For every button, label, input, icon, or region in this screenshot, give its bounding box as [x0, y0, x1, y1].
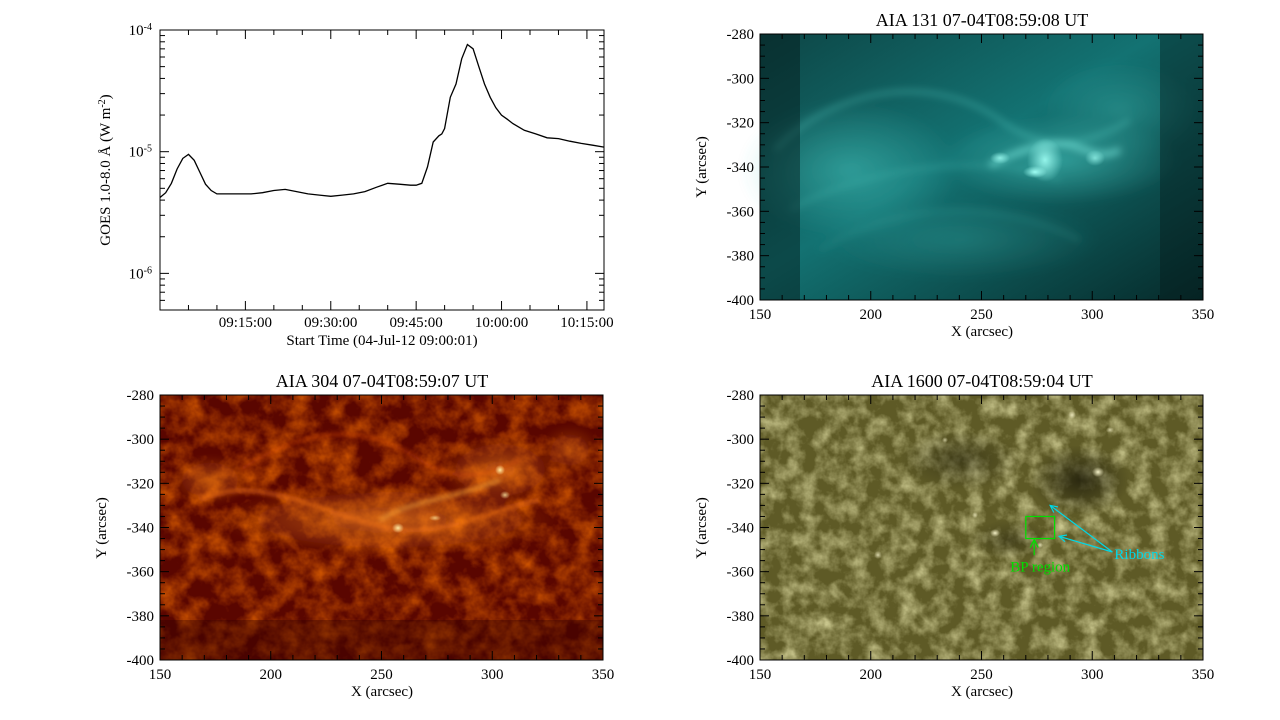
goes-flux-line [159, 43, 605, 198]
aia131-y-tick-label: -340 [727, 160, 755, 176]
aia304-y-tick-label: -340 [127, 521, 155, 537]
aia131-y-tick-label: -360 [727, 204, 755, 220]
aia1600-y-tick-label: -400 [727, 653, 755, 669]
aia131-x-tick-label: 200 [860, 307, 883, 323]
goes-y-tick-label: 10-6 [129, 265, 152, 283]
bp-region-arrowhead [1029, 538, 1039, 548]
goes-plot-frame [159, 29, 605, 311]
goes-y-tick-label: 10-4 [129, 22, 152, 40]
aia131-x-tick-label: 300 [1081, 307, 1104, 323]
goes-x-axis-label: Start Time (04-Jul-12 09:00:01) [286, 333, 477, 349]
aia131-title: AIA 131 07-04T08:59:08 UT [876, 10, 1088, 30]
aia304-y-tick-label: -280 [127, 388, 155, 404]
bp-region-label: BP region [1010, 559, 1070, 575]
aia131-x-axis-label: X (arcsec) [951, 324, 1013, 340]
aia1600-y-tick-label: -320 [727, 476, 755, 492]
aia304-x-axis-label: X (arcsec) [351, 684, 413, 700]
aia1600-y-tick-label: -300 [727, 432, 755, 448]
goes-y-tick-label: 10-5 [129, 143, 152, 161]
aia1600-x-axis-label: X (arcsec) [951, 684, 1013, 700]
aia304-y-axis-label: Y (arcsec) [94, 497, 110, 558]
aia1600-y-tick-label: -280 [727, 388, 755, 404]
aia304-y-tick-label: -380 [127, 609, 155, 625]
goes-x-tick-label: 10:00:00 [475, 315, 528, 331]
aia1600-x-tick-label: 150 [749, 667, 772, 683]
aia304-ticks: 150 200 250 300 350 -280 -300 -320 -340 -360 -380 -… [127, 388, 615, 683]
aia304-x-tick-label: 250 [370, 667, 393, 683]
aia304-x-tick-label: 300 [481, 667, 504, 683]
aia131-y-tick-label: -280 [727, 27, 755, 43]
aia1600-y-tick-label: -340 [727, 521, 755, 537]
aia1600-y-axis-label: Y (arcsec) [694, 497, 710, 558]
aia131-ticks: 150 200 250 300 350 -280 -300 -320 -340 -360 -380 -… [727, 27, 1215, 323]
aia1600-x-tick-label: 250 [970, 667, 993, 683]
aia131-image [740, 34, 1203, 300]
aia304-y-tick-label: -400 [127, 653, 155, 669]
aia131-y-axis-label: Y (arcsec) [694, 136, 710, 197]
aia131-x-tick-label: 150 [749, 307, 772, 323]
aia1600-annotations: BP region Ribbons [1010, 504, 1165, 575]
aia304-panel: 150 200 250 300 350 -280 -300 -320 -340 -360 -380 -… [94, 371, 614, 700]
aia1600-x-tick-label: 350 [1192, 667, 1215, 683]
aia1600-x-tick-label: 300 [1081, 667, 1104, 683]
aia1600-image [760, 395, 1203, 660]
aia304-x-tick-label: 150 [149, 667, 172, 683]
aia304-x-tick-label: 350 [592, 667, 615, 683]
goes-ticks [159, 29, 604, 311]
ribbons-arrowhead [1057, 534, 1068, 543]
ribbons-arrow [1049, 504, 1113, 553]
ribbons-arrow [1058, 535, 1113, 553]
aia131-y-tick-label: -400 [727, 293, 755, 309]
aia1600-x-tick-label: 200 [860, 667, 883, 683]
goes-x-tick-label: 09:45:00 [389, 315, 442, 331]
ribbons-label: Ribbons [1114, 547, 1164, 563]
aia304-title: AIA 304 07-04T08:59:07 UT [276, 371, 488, 391]
aia1600-ticks: 150 200 250 300 350 -280 -300 -320 -340 -360 -380 -… [727, 388, 1215, 683]
aia131-y-tick-label: -300 [727, 71, 755, 87]
goes-y-axis-label: GOES 1.0-8.0 Å (W m-2) [97, 94, 115, 245]
goes-x-tick-label: 09:15:00 [219, 315, 272, 331]
aia304-image [160, 395, 603, 660]
goes-x-tick-label: 10:15:00 [560, 315, 613, 331]
goes-x-tick-label: 09:30:00 [304, 315, 357, 331]
aia131-x-tick-label: 250 [970, 307, 993, 323]
aia304-y-tick-label: -320 [127, 476, 155, 492]
aia304-x-tick-label: 200 [260, 667, 283, 683]
goes-x-tick-labels: 09:15:00 09:30:00 09:45:00 10:00:00 10:15:00 [219, 315, 614, 331]
aia1600-panel: 150 200 250 300 350 -280 -300 -320 -340 -360 -380 -… [694, 371, 1214, 700]
goes-y-tick-labels: 10-4 10-5 10-6 [129, 22, 152, 283]
aia1600-title: AIA 1600 07-04T08:59:04 UT [871, 371, 1092, 391]
aia131-y-tick-label: -380 [727, 249, 755, 265]
goes-lightcurve-panel: 10-4 10-5 10-6 09:15:00 09:30:00 09:45:00 10:… [97, 22, 614, 350]
aia131-y-tick-label: -320 [727, 116, 755, 132]
aia304-y-tick-label: -360 [127, 565, 155, 581]
aia1600-y-tick-label: -360 [727, 565, 755, 581]
bp-region-box [1025, 515, 1056, 540]
aia1600-y-tick-label: -380 [727, 609, 755, 625]
aia304-y-tick-label: -300 [127, 432, 155, 448]
ribbons-arrowhead [1049, 504, 1059, 513]
aia131-panel: 150 200 250 300 350 -280 -300 -320 -340 -360 -380 -… [694, 10, 1214, 340]
aia131-x-tick-label: 350 [1192, 307, 1215, 323]
